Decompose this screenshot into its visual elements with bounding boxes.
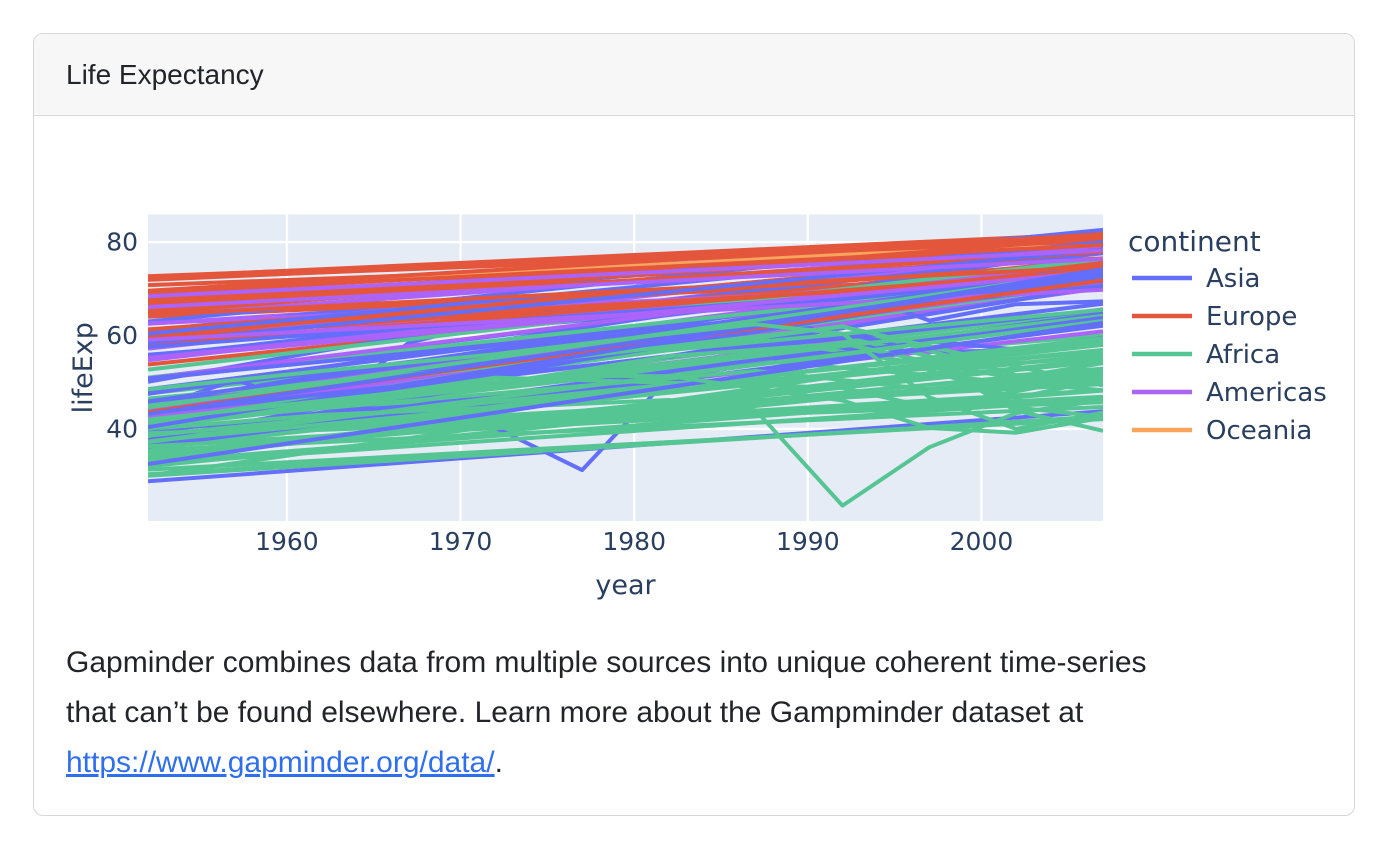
legend-item-europe[interactable]: Europe — [1132, 302, 1297, 332]
legend-item-americas[interactable]: Americas — [1132, 378, 1327, 408]
legend-label-americas: Americas — [1206, 378, 1327, 408]
line-sierra-leone[interactable] — [148, 414, 1103, 477]
x-tick-label-1990: 1990 — [776, 527, 840, 556]
line-yemen-rep-[interactable] — [148, 320, 1103, 466]
line-sri-lanka[interactable] — [148, 275, 1103, 349]
legend-item-africa[interactable]: Africa — [1132, 340, 1280, 370]
line-venezuela[interactable] — [148, 269, 1103, 361]
line-niger[interactable] — [148, 348, 1103, 444]
card-header: Life Expectancy — [34, 34, 1354, 116]
description: Gapminder combines data from multiple so… — [66, 638, 1314, 788]
y-tick-label-40: 40 — [106, 414, 138, 443]
y-axis-title: lifeExp — [68, 322, 99, 413]
chart-container: 1960 1970 1980 1990 2000 40 60 80 year lifeExp con… — [34, 116, 1354, 618]
line-uruguay[interactable] — [148, 256, 1103, 309]
legend-item-asia[interactable]: Asia — [1132, 264, 1261, 294]
x-tick-label-1960: 1960 — [255, 527, 319, 556]
x-tick-label-1970: 1970 — [429, 527, 493, 556]
card-title: Life Expectancy — [66, 58, 264, 90]
legend-item-oceania[interactable]: Oceania — [1132, 416, 1312, 446]
series-lines — [148, 227, 1103, 508]
life-expectancy-line-chart: 1960 1970 1980 1990 2000 40 60 80 year lifeExp con… — [68, 214, 1327, 601]
line-slovak-republic[interactable] — [148, 264, 1103, 317]
line-tanzania[interactable] — [148, 368, 1103, 426]
line-united-states[interactable] — [148, 248, 1103, 299]
legend-label-oceania: Oceania — [1206, 416, 1312, 446]
x-axis-title: year — [595, 570, 656, 601]
legend-label-asia: Asia — [1206, 264, 1261, 294]
line-west-bank-and-gaza[interactable] — [148, 270, 1103, 416]
description-line1: Gapminder combines data from multiple so… — [66, 646, 1147, 679]
x-tick-label-1980: 1980 — [602, 527, 666, 556]
line-zimbabwe[interactable] — [148, 322, 1103, 431]
line-togo[interactable] — [148, 341, 1103, 438]
card-body: 1960 1970 1980 1990 2000 40 60 80 year lifeExp con… — [34, 116, 1354, 788]
legend: continent Asia Europe Africa Americas Oceania — [1128, 225, 1327, 446]
legend-label-europe: Europe — [1206, 302, 1297, 332]
line-swaziland[interactable] — [148, 341, 1103, 433]
legend-label-africa: Africa — [1206, 340, 1280, 370]
y-tick-label-60: 60 — [106, 321, 138, 350]
line-united-kingdom[interactable] — [148, 242, 1103, 295]
description-period: . — [494, 746, 503, 779]
gapminder-data-link[interactable]: https://www.gapminder.org/data/ — [66, 746, 495, 779]
line-zambia[interactable] — [148, 373, 1103, 435]
x-tick-label-2000: 2000 — [950, 527, 1014, 556]
legend-title: continent — [1128, 225, 1261, 258]
line-switzerland[interactable] — [148, 232, 1103, 293]
life-expectancy-card: Life Expectancy 1960 1970 1980 1990 2000 40 60… — [33, 33, 1355, 816]
description-line2: that can’t be found elsewhere. Learn mor… — [66, 696, 1084, 729]
y-tick-label-80: 80 — [106, 228, 138, 257]
